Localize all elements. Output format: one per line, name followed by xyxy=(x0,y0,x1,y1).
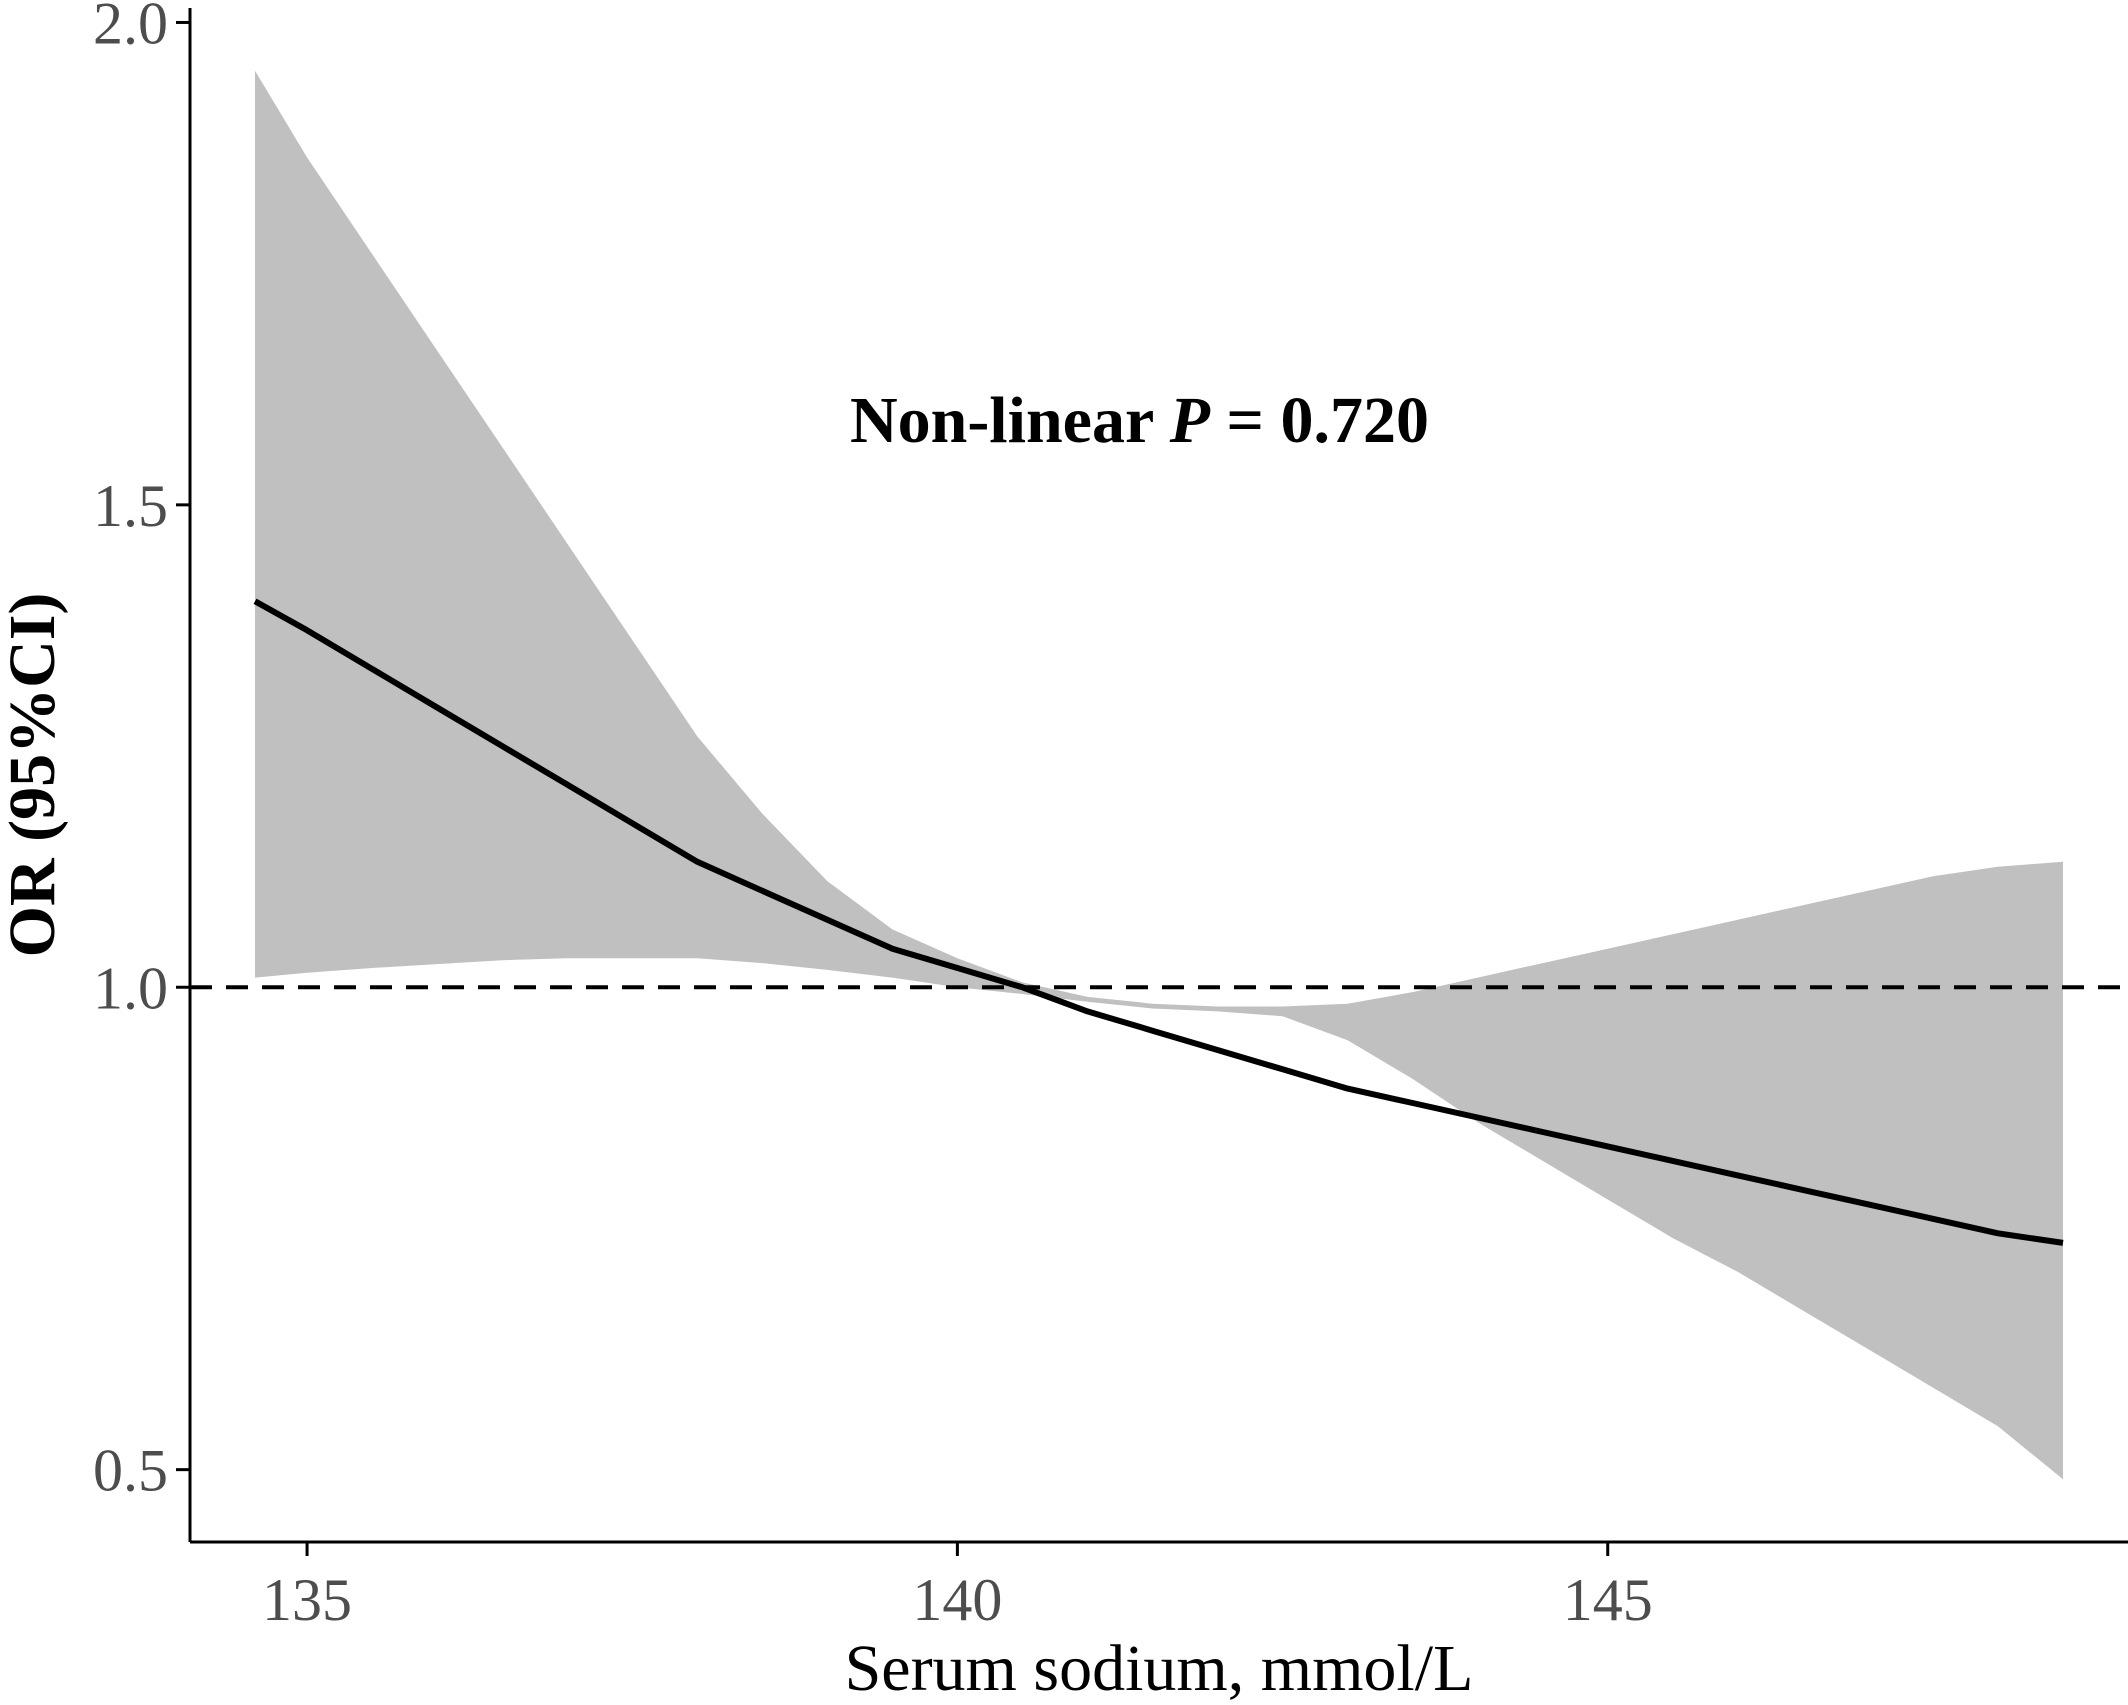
y-tick-label: 1.0 xyxy=(93,955,168,1021)
y-tick-label: 0.5 xyxy=(93,1438,168,1504)
annotation-prefix: Non-linear xyxy=(850,384,1170,457)
y-tick-label: 2.0 xyxy=(93,0,168,56)
x-tick-label: 135 xyxy=(262,1567,352,1633)
or-curve xyxy=(253,598,2064,1246)
annotation-nonlinear-p: Non-linear P = 0.720 xyxy=(850,384,1429,457)
y-tick-label: 1.5 xyxy=(93,473,168,539)
y-axis-title: OR (95%CI) xyxy=(0,593,69,958)
plot-area xyxy=(190,70,2128,1480)
confidence-band xyxy=(255,70,2063,1480)
annotation-p-symbol: P xyxy=(1169,384,1211,457)
x-tick-label: 140 xyxy=(912,1567,1002,1633)
x-axis-title: Serum sodium, mmol/L xyxy=(845,1632,1474,1705)
x-tick-label: 145 xyxy=(1563,1567,1653,1633)
annotation-suffix: = 0.720 xyxy=(1210,384,1429,457)
axes: 0.5 1.0 1.5 2.0 135 140 145 xyxy=(93,0,2128,1633)
